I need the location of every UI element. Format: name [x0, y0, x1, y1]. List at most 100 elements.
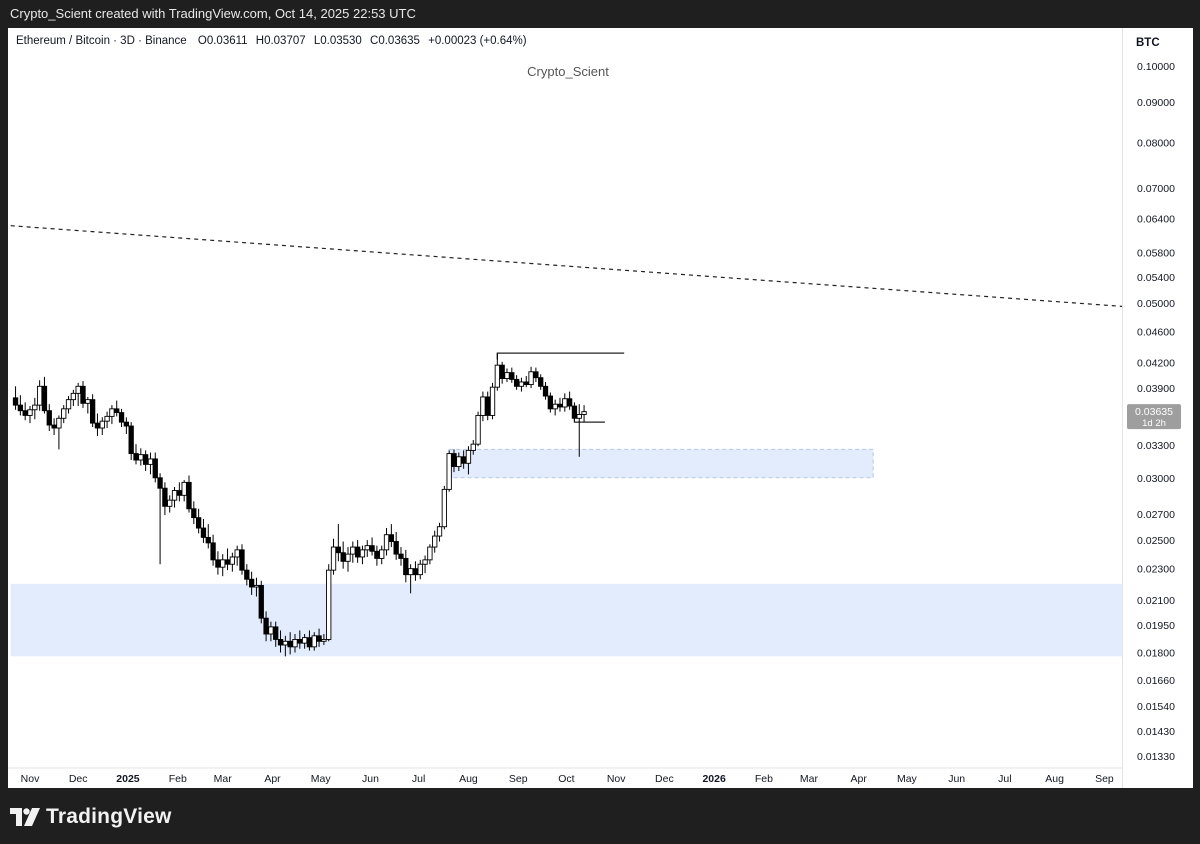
candle: [142, 450, 149, 472]
candle: [499, 361, 505, 384]
ohlc-legend: Ethereum / Bitcoin · 3D · Binance O0.036…: [16, 35, 527, 47]
candle: [369, 537, 375, 556]
legend-open-label: O: [198, 35, 207, 47]
candle: [17, 395, 24, 416]
candle: [41, 376, 48, 414]
y-tick-label: 0.02700: [1137, 509, 1175, 521]
last-price-countdown: 1d 2h: [1142, 418, 1166, 429]
candle: [89, 394, 96, 428]
candle: [533, 367, 539, 382]
candle: [383, 528, 390, 556]
price-scale[interactable]: BTC 0.10000 0.09000 0.08000 0.07000 0.06400 0…: [1122, 28, 1193, 788]
candle: [171, 487, 178, 508]
candle: [239, 544, 245, 575]
candle: [200, 518, 207, 543]
candle: [398, 547, 404, 566]
x-tick-label: Mar: [214, 773, 233, 785]
x-tick-label: Dec: [655, 773, 674, 785]
candle: [571, 402, 578, 422]
y-tick-label: 0.03900: [1137, 383, 1175, 395]
footer-brand: TradingView: [46, 805, 172, 828]
swing-high-bracket[interactable]: [496, 352, 625, 360]
legend-close-label: C: [370, 35, 378, 47]
y-tick-label: 0.05400: [1137, 272, 1175, 284]
x-tick-label: Jul: [412, 773, 425, 785]
x-tick-label: Jun: [948, 773, 965, 785]
candle: [109, 405, 115, 425]
last-price-value: 0.03635: [1135, 406, 1173, 418]
y-tick-label: 0.03300: [1137, 440, 1175, 452]
candle: [422, 555, 428, 574]
candle: [70, 389, 77, 407]
svg-text:Ethereum / Bitcoin · 3D · Bina: Ethereum / Bitcoin · 3D · Binance O0.036…: [16, 35, 527, 47]
x-tick-label: Aug: [1045, 773, 1064, 785]
export-caption-bar: Crypto_Scient created with TradingView.c…: [0, 0, 1200, 28]
candle: [576, 404, 582, 457]
x-tick-label: Oct: [558, 773, 574, 785]
candle: [123, 417, 130, 434]
candle: [374, 545, 380, 566]
tradingview-logo-icon: [10, 808, 40, 826]
candle: [364, 540, 370, 557]
legend-high-value: 0.03707: [264, 35, 306, 47]
y-tick-label: 0.01950: [1137, 620, 1175, 632]
y-tick-label: 0.01800: [1137, 648, 1175, 660]
candle: [128, 422, 134, 461]
descending-trendline[interactable]: [10, 225, 1153, 310]
candlestick-chart[interactable]: Crypto_Scient Ethereum / Bitcoin · 3D · …: [8, 28, 1153, 788]
y-tick-label: 0.05800: [1137, 247, 1175, 259]
y-tick-label: 0.01330: [1137, 751, 1175, 763]
y-tick-label: 0.06400: [1137, 214, 1175, 226]
candle: [504, 368, 510, 382]
y-tick-label: 0.01430: [1137, 726, 1175, 738]
y-tick-label: 0.08000: [1137, 137, 1175, 149]
fvg-zone[interactable]: [448, 448, 874, 479]
y-tick-label: 0.01660: [1137, 675, 1175, 687]
candle: [99, 417, 105, 435]
x-tick-label: Feb: [755, 773, 773, 785]
candle: [513, 375, 520, 390]
candle: [195, 508, 202, 534]
candle: [581, 405, 587, 423]
x-tick-label: Apr: [264, 773, 281, 785]
candle: [330, 538, 337, 575]
candle: [542, 381, 549, 400]
x-tick-label: Nov: [21, 773, 40, 785]
candle: [118, 408, 125, 428]
candle: [393, 532, 399, 560]
x-tick-label: Aug: [459, 773, 478, 785]
candle: [489, 382, 496, 420]
candle: [248, 571, 255, 595]
x-tick-label: 2026: [702, 773, 726, 785]
drawings-layer: [10, 225, 1153, 423]
y-tick-label: 0.04200: [1137, 358, 1175, 370]
candle: [32, 397, 38, 420]
x-tick-label: Sep: [1095, 773, 1114, 785]
chart-pane[interactable]: Crypto_Scient Ethereum / Bitcoin · 3D · …: [8, 28, 1153, 788]
candle: [114, 400, 120, 417]
candle: [167, 495, 173, 513]
candle: [244, 564, 250, 586]
candle: [562, 393, 568, 412]
candle: [191, 501, 197, 525]
time-axis[interactable]: Nov Dec 2025 Feb Mar Apr May Jun Jul Aug Sep Oct Nov…: [8, 767, 1122, 788]
candle: [162, 482, 168, 516]
candle: [557, 397, 563, 412]
candle: [56, 415, 62, 450]
candle: [220, 554, 226, 577]
candle: [475, 411, 481, 447]
candle: [181, 480, 187, 502]
candle: [388, 524, 394, 548]
candle: [65, 396, 72, 414]
x-tick-label: Feb: [169, 773, 187, 785]
candle: [85, 396, 91, 414]
last-price-label: 0.03635 1d 2h: [1127, 404, 1181, 430]
candle: [273, 621, 279, 647]
candle: [465, 446, 472, 475]
y-tick-label: 0.03000: [1137, 473, 1175, 485]
legend-low-label: L: [314, 35, 321, 47]
demand-zone-lower[interactable]: [10, 583, 1122, 657]
candle: [470, 440, 476, 455]
candle: [340, 541, 346, 569]
x-tick-label: Mar: [800, 773, 819, 785]
